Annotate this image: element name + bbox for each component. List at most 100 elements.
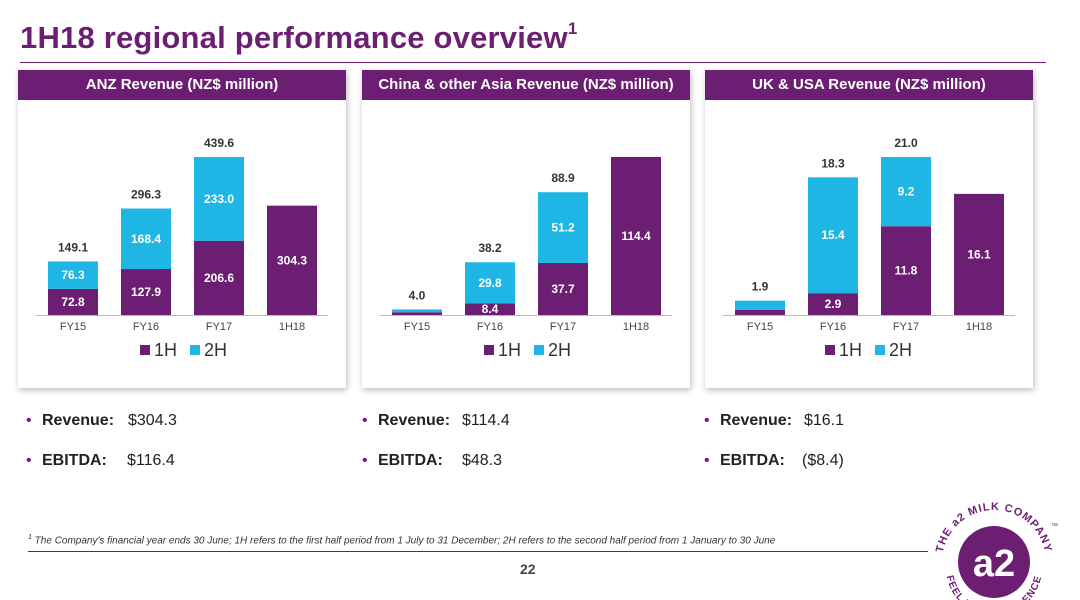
logo-circle (958, 526, 1030, 598)
bar-1h-fy17 (194, 240, 244, 315)
segment-label-1h: 11.8 (895, 264, 918, 278)
segment-label-1h: 16.1 (967, 247, 991, 261)
total-label: 21.0 (894, 136, 918, 150)
a2-milk-company-logo: a2 THE a2 MILK COMPANY FEEL THE DIFFEREN… (934, 501, 1058, 600)
bar-2h-fy15 (735, 300, 785, 310)
bar-1h-fy15 (48, 288, 98, 315)
logo-trademark: ™ (1051, 523, 1058, 530)
bar-1h-fy17 (881, 226, 931, 315)
logo-mark: a2 (973, 543, 1015, 585)
revenue-value: $114.4 (462, 412, 510, 429)
footnote-text: The Company's financial year ends 30 Jun… (31, 535, 776, 547)
total-label: 1.9 (752, 280, 769, 294)
x-tick-label: 1H18 (623, 321, 649, 333)
segment-label-1h: 72.8 (61, 295, 85, 309)
ebitda-row: • EBITDA: $48.3 (356, 452, 676, 492)
legend-label-1h: 1H (154, 340, 177, 360)
total-label: 38.2 (478, 241, 502, 255)
legend: 1H 2H (484, 340, 571, 360)
bar-2h-fy17 (194, 157, 244, 241)
footnote-marker: 1 (28, 534, 32, 541)
legend-label-1h: 1H (498, 340, 521, 360)
segment-label-1h: 206.6 (204, 271, 234, 285)
segment-label-2h: 29.8 (478, 276, 502, 290)
ebitda-label: EBITDA: (720, 452, 785, 469)
legend: 1H 2H (140, 340, 227, 360)
bar-2h-fy16 (121, 208, 171, 270)
x-tick-label: FY16 (820, 321, 846, 333)
legend-swatch-2h (190, 345, 200, 355)
uk-usa-revenue-panel: UK & USA Revenue (NZ$ million) 1.9 FY15 2.… (705, 70, 1033, 388)
bar-2h-fy16 (808, 177, 858, 294)
footnote: 1 The Company's financial year ends 30 J… (28, 534, 775, 546)
china-asia-revenue-chart: 4.0 FY15 8.4 29.8 38.2 FY16 37.7 51.2 88.9 FY17 11… (380, 157, 672, 360)
revenue-row: • Revenue: $16.1 (698, 412, 1018, 452)
bar-1h-fy17 (538, 262, 588, 315)
total-label: 88.9 (551, 171, 575, 185)
legend-label-2h: 2H (204, 340, 227, 360)
segment-label-2h: 9.2 (898, 185, 915, 199)
total-label: 18.3 (821, 156, 845, 170)
bullet: • (362, 452, 368, 469)
total-label: 149.1 (58, 240, 88, 254)
uk-usa-revenue-chart: 1.9 FY15 2.9 15.4 18.3 FY16 11.8 9.2 21.0 FY17 16.… (723, 136, 1015, 360)
revenue-value: $304.3 (128, 412, 177, 429)
x-tick-label: FY15 (404, 321, 430, 333)
panel-title: ANZ Revenue (NZ$ million) (18, 70, 346, 100)
legend-swatch-1h (825, 345, 835, 355)
x-tick-label: FY17 (893, 321, 919, 333)
segment-label-2h: 51.2 (551, 221, 575, 235)
ebitda-row: • EBITDA: ($8.4) (698, 452, 1018, 492)
page-number: 22 (520, 561, 536, 577)
ebitda-label: EBITDA: (42, 452, 107, 469)
segment-label-2h: 168.4 (131, 232, 161, 246)
bar-1h-1h18 (611, 157, 661, 315)
ebitda-value: $116.4 (127, 452, 175, 469)
bullet: • (704, 452, 710, 469)
revenue-label: Revenue: (720, 412, 793, 429)
x-tick-label: FY16 (133, 321, 159, 333)
legend-label-1h: 1H (839, 340, 862, 360)
total-label: 439.6 (204, 136, 234, 150)
uk-usa-metrics: • Revenue: $16.1 • EBITDA: ($8.4) (698, 412, 1018, 492)
legend-label-2h: 2H (889, 340, 912, 360)
bar-2h-fy17 (538, 192, 588, 263)
legend-swatch-2h (534, 345, 544, 355)
ebitda-row: • EBITDA: $116.4 (20, 452, 340, 492)
x-tick-label: FY16 (477, 321, 503, 333)
panel-title: UK & USA Revenue (NZ$ million) (705, 70, 1033, 100)
bullet: • (26, 452, 32, 469)
bar-1h-1h18 (954, 193, 1004, 315)
segment-label-1h: 127.9 (131, 285, 161, 299)
segment-label-2h: 233.0 (204, 192, 234, 206)
segment-label-1h: 37.7 (551, 282, 575, 296)
ebitda-label: EBITDA: (378, 452, 443, 469)
bar-2h-fy15 (392, 309, 442, 313)
anz-revenue-chart: 72.8 76.3 149.1 FY15 127.9 168.4 296.3 FY16 206.… (36, 136, 328, 360)
x-tick-label: 1H18 (966, 321, 992, 333)
bar-1h-fy16 (808, 293, 858, 315)
anz-metrics: • Revenue: $304.3 • EBITDA: $116.4 (20, 412, 340, 492)
revenue-label: Revenue: (378, 412, 451, 429)
title-divider (20, 62, 1046, 63)
anz-revenue-panel: ANZ Revenue (NZ$ million) 72.8 76.3 149.1 F… (18, 70, 346, 388)
bullet: • (26, 412, 32, 429)
revenue-row: • Revenue: $114.4 (356, 412, 676, 452)
total-label: 4.0 (409, 288, 426, 302)
footer-divider (28, 551, 928, 552)
segment-label-2h: 15.4 (821, 228, 845, 242)
segment-label-1h: 8.4 (482, 302, 499, 316)
legend-swatch-1h (484, 345, 494, 355)
ebitda-value: ($8.4) (802, 452, 844, 469)
segment-label-2h: 76.3 (61, 268, 85, 282)
bar-1h-fy15 (735, 309, 785, 315)
bar-1h-fy16 (121, 269, 171, 315)
bar-1h-1h18 (267, 205, 317, 315)
bullet: • (704, 412, 710, 429)
segment-label-1h: 304.3 (277, 253, 307, 267)
page-title: 1H18 regional performance overview1 (20, 18, 578, 55)
segment-label-1h: 114.4 (621, 229, 651, 243)
china-asia-metrics: • Revenue: $114.4 • EBITDA: $48.3 (356, 412, 676, 492)
china-asia-revenue-panel: China & other Asia Revenue (NZ$ million)… (362, 70, 690, 388)
legend-swatch-1h (140, 345, 150, 355)
